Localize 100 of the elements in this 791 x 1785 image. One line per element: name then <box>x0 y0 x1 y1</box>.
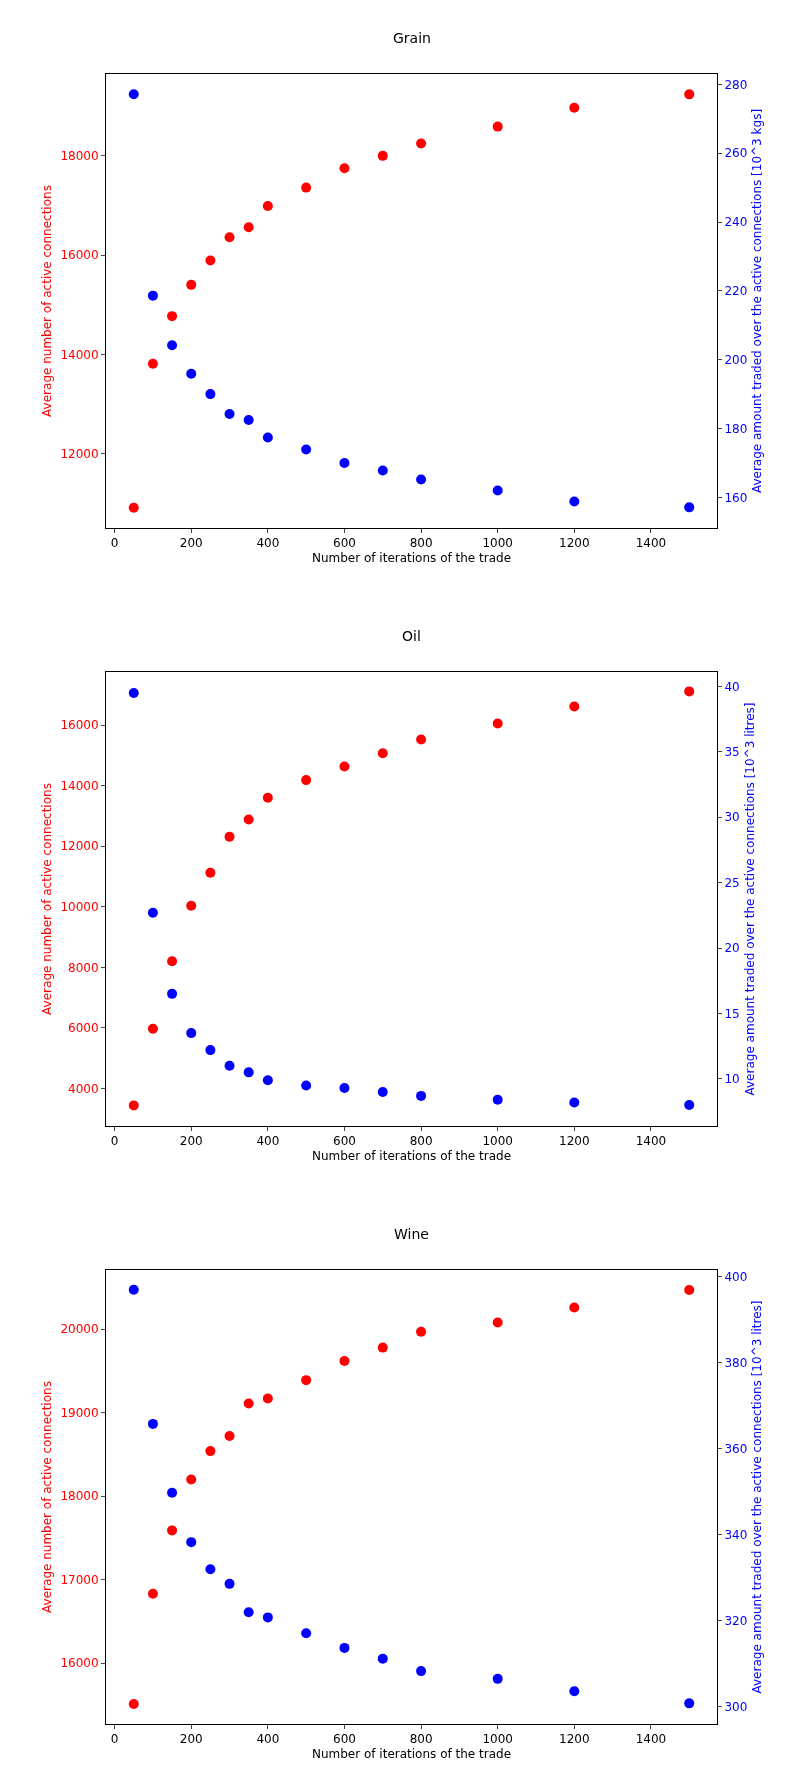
point <box>377 1086 388 1097</box>
point <box>492 718 503 729</box>
point <box>167 1487 178 1498</box>
y-tick-label: 8000 <box>68 960 99 975</box>
point <box>147 907 158 918</box>
point <box>167 956 178 967</box>
y-axis-title: Average number of active connections <box>39 783 54 1015</box>
point <box>684 1698 695 1709</box>
y-tick-label: 16000 <box>60 248 99 263</box>
x-tick-label: 400 <box>256 1732 280 1747</box>
point <box>147 358 158 369</box>
point <box>416 1090 427 1101</box>
point <box>569 1302 580 1313</box>
point <box>186 900 197 911</box>
y-tick-label: 4000 <box>68 1081 99 1096</box>
y-tick-label: 16000 <box>60 718 99 733</box>
y-tick-label: 18000 <box>60 1489 99 1504</box>
y-tick-label: 12000 <box>60 839 99 854</box>
point <box>243 414 254 425</box>
point <box>569 1686 580 1697</box>
x-tick-label: 1000 <box>482 1732 513 1747</box>
point <box>416 474 427 485</box>
point <box>167 988 178 999</box>
point <box>339 761 350 772</box>
point <box>416 734 427 745</box>
y2-tick-label: 20 <box>724 941 740 956</box>
point <box>569 1097 580 1108</box>
point <box>492 1317 503 1328</box>
point <box>186 1028 197 1039</box>
point <box>377 465 388 476</box>
point <box>186 368 197 379</box>
point <box>492 1673 503 1684</box>
point <box>339 163 350 174</box>
y-tick-label: 20000 <box>60 1322 99 1337</box>
chart-title: Grain <box>393 30 431 46</box>
y2-tick-label: 15 <box>724 1006 740 1021</box>
point <box>205 1564 216 1575</box>
point <box>128 502 139 513</box>
y-tick-label: 12000 <box>60 446 99 461</box>
y2-tick-label: 280 <box>724 77 748 92</box>
x-tick-label: 0 <box>110 1732 119 1747</box>
point <box>205 1045 216 1056</box>
point <box>301 1080 312 1091</box>
point <box>167 340 178 351</box>
point <box>224 831 235 842</box>
point <box>147 1023 158 1034</box>
x-tick-label: 200 <box>179 1732 203 1747</box>
point <box>243 1607 254 1618</box>
point <box>301 1375 312 1386</box>
point <box>205 255 216 266</box>
y-axis-title: Average number of active connections <box>39 185 54 417</box>
x-tick-label: 600 <box>333 1134 356 1149</box>
point <box>186 1537 197 1548</box>
point <box>128 89 139 100</box>
point <box>339 457 350 468</box>
y2-tick-label: 260 <box>724 146 748 161</box>
point <box>684 1100 695 1111</box>
point <box>262 1075 273 1086</box>
point <box>684 502 695 513</box>
y2-tick-label: 160 <box>724 490 748 505</box>
point <box>301 444 312 455</box>
y-tick-label: 14000 <box>60 778 99 793</box>
chart-title: Wine <box>394 1226 429 1242</box>
point <box>186 279 197 290</box>
point <box>224 232 235 243</box>
y2-axis-title: Average amount traded over the active connections [10^3 litres] <box>742 702 757 1096</box>
point <box>301 1628 312 1639</box>
point <box>301 775 312 786</box>
point <box>569 102 580 113</box>
point <box>416 138 427 149</box>
x-tick-label: 200 <box>179 536 203 551</box>
y-tick-label: 10000 <box>60 899 99 914</box>
point <box>128 1100 139 1111</box>
point <box>147 290 158 301</box>
y2-tick-label: 25 <box>724 875 740 890</box>
point <box>262 1393 273 1404</box>
point <box>684 686 695 697</box>
point <box>492 121 503 132</box>
y2-tick-label: 240 <box>724 215 748 230</box>
point <box>243 1067 254 1078</box>
y2-tick-label: 30 <box>724 810 740 825</box>
point <box>416 1666 427 1677</box>
point <box>339 1642 350 1653</box>
point <box>684 89 695 100</box>
y2-tick-label: 340 <box>724 1528 748 1543</box>
x-tick-label: 1200 <box>559 1732 590 1747</box>
point <box>377 748 388 759</box>
x-tick-label: 1200 <box>559 1134 590 1149</box>
point <box>492 1094 503 1105</box>
chart-title: Oil <box>402 628 421 644</box>
point <box>684 1285 695 1296</box>
y-tick-label: 19000 <box>60 1405 99 1420</box>
y2-tick-label: 40 <box>724 679 740 694</box>
point <box>377 1342 388 1353</box>
x-tick-label: 1400 <box>635 536 667 551</box>
x-tick-label: 600 <box>333 1732 356 1747</box>
point <box>416 1326 427 1337</box>
point <box>224 1060 235 1071</box>
y-tick-label: 16000 <box>60 1656 99 1671</box>
x-tick-label: 1200 <box>559 536 590 551</box>
